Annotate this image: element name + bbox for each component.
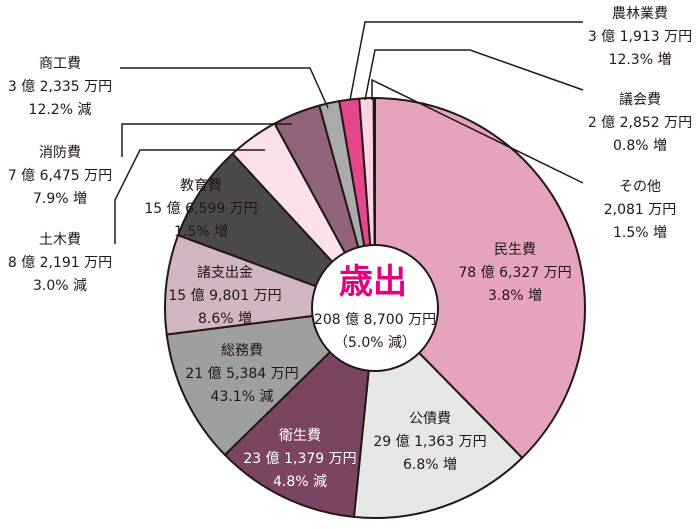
slice-7-label: 土木費 8 億 2,191 万円 3.0% 減 xyxy=(8,232,112,294)
slice-3-amount: 23 億 1,379 万円 xyxy=(243,451,356,467)
slice-7-leader-line xyxy=(114,149,265,244)
slice-2-amount: 29 億 1,363 万円 xyxy=(373,434,486,450)
slice-10-amount: 3 億 1,913 万円 xyxy=(588,29,692,45)
slice-12-change: 1.5% 増 xyxy=(613,225,667,241)
slice-3 xyxy=(223,307,376,518)
center-circle xyxy=(311,244,439,372)
slice-9-leader-line xyxy=(120,67,329,109)
slice-1-amount: 78 億 6,327 万円 xyxy=(458,265,571,281)
slice-2-change: 6.8% 増 xyxy=(403,457,457,473)
slice-12-label: その他 2,081 万円 1.5% 増 xyxy=(604,179,677,241)
slice-11-label: 議会費 2 億 2,852 万円 0.8% 増 xyxy=(588,91,692,154)
slice-1-name: 民生費 xyxy=(494,242,536,258)
slice-8-amount: 7 億 6,475 万円 xyxy=(8,168,112,184)
slice-1-change: 3.8% 増 xyxy=(488,288,542,304)
slice-8-label: 消防費 7 億 6,475 万円 7.9% 増 xyxy=(8,145,112,207)
slice-2-name: 公債費 xyxy=(409,411,451,427)
slice-12-leader-line xyxy=(371,78,584,184)
slice-10-change: 12.3% 増 xyxy=(609,52,672,68)
slice-7-change: 3.0% 減 xyxy=(33,277,87,294)
slice-9-name: 商工費 xyxy=(39,56,81,72)
slice-5-amount: 15 億 9,801 万円 xyxy=(168,288,281,304)
slice-11-change: 0.8% 増 xyxy=(613,138,667,154)
slice-10-leader-line xyxy=(349,21,583,101)
slice-8-name: 消防費 xyxy=(39,145,81,161)
slice-12 xyxy=(372,96,376,309)
slice-11-leader-line xyxy=(364,49,584,101)
slice-7-name: 土木費 xyxy=(39,232,81,248)
slice-5-change: 8.6% 増 xyxy=(198,311,252,327)
slice-4-change: 43.1% 減 xyxy=(211,388,274,405)
slice-12-name: その他 xyxy=(619,179,661,195)
slice-12-amount: 2,081 万円 xyxy=(604,202,677,218)
slice-1 xyxy=(374,97,586,459)
slice-3-label: 衛生費 23 億 1,379 万円 4.8% 減 xyxy=(243,428,356,490)
center-summary: 歳出 208 億 8,700 万円 （5.0% 減） xyxy=(311,244,439,372)
slice-6-amount: 15 億 6,599 万円 xyxy=(144,201,257,217)
slice-7-amount: 8 億 2,191 万円 xyxy=(8,255,112,271)
slice-8-leader-line xyxy=(121,123,292,157)
slice-11-amount: 2 億 2,852 万円 xyxy=(588,115,692,131)
leader-lines xyxy=(114,21,584,244)
slice-4-name: 総務費 xyxy=(221,343,263,359)
slice-6-label: 教育費 15 億 6,599 万円 1.5% 増 xyxy=(144,178,257,240)
slice-6-name: 教育費 xyxy=(180,178,222,194)
center-total-change: （5.0% 減） xyxy=(334,334,416,351)
slice-6-change: 1.5% 増 xyxy=(174,224,228,240)
slice-10-label: 農林業費 3 億 1,913 万円 12.3% 増 xyxy=(588,6,692,68)
center-total-amount: 208 億 8,700 万円 xyxy=(314,312,436,328)
slice-3-name: 衛生費 xyxy=(279,428,321,444)
slice-9-change: 12.2% 減 xyxy=(29,101,92,118)
slice-3-change: 4.8% 減 xyxy=(273,473,327,490)
slice-9-label: 商工費 3 億 2,335 万円 12.2% 減 xyxy=(8,56,112,118)
slice-11-name: 議会費 xyxy=(619,91,661,108)
slice-9-amount: 3 億 2,335 万円 xyxy=(8,79,112,95)
slice-1-label: 民生費 78 億 6,327 万円 3.8% 増 xyxy=(458,242,571,304)
slice-5-label: 諸支出金 15 億 9,801 万円 8.6% 増 xyxy=(168,265,281,327)
center-title: 歳出 xyxy=(339,262,407,302)
slice-4-amount: 21 億 5,384 万円 xyxy=(185,366,298,382)
slice-4-label: 総務費 21 億 5,384 万円 43.1% 減 xyxy=(185,343,298,405)
slice-10-name: 農林業費 xyxy=(612,6,668,22)
slice-2-label: 公債費 29 億 1,363 万円 6.8% 増 xyxy=(373,411,486,473)
slice-5-name: 諸支出金 xyxy=(197,265,253,281)
slice-8-change: 7.9% 増 xyxy=(33,191,87,207)
